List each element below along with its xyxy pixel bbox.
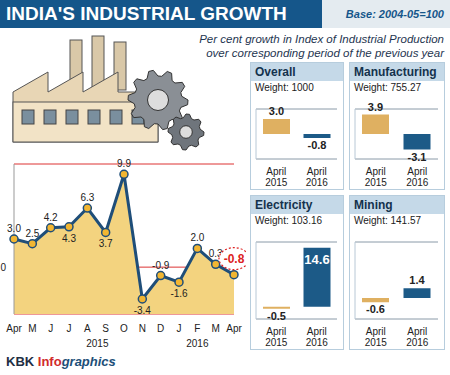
svg-text:O: O bbox=[120, 323, 128, 334]
svg-text:-0.5: -0.5 bbox=[267, 310, 286, 322]
svg-text:April2016: April2016 bbox=[406, 166, 429, 188]
html-text:Mining: Mining bbox=[354, 198, 393, 212]
svg-text:M: M bbox=[28, 323, 36, 334]
svg-text:3.9: 3.9 bbox=[368, 101, 383, 113]
svg-text:April2015: April2015 bbox=[265, 166, 288, 188]
svg-text:2.0: 2.0 bbox=[190, 232, 204, 243]
html-text:Electricity: Electricity bbox=[255, 198, 313, 212]
svg-text:4.2: 4.2 bbox=[44, 212, 58, 223]
html-text:Base: 2004-05=100: Base: 2004-05=100 bbox=[345, 8, 444, 20]
html-text:Weight: 1000: Weight: 1000 bbox=[255, 82, 314, 93]
svg-text:0.3: 0.3 bbox=[208, 248, 223, 260]
svg-text:J: J bbox=[177, 323, 182, 334]
svg-text:April2016: April2016 bbox=[406, 326, 429, 348]
html-text:Manufacturing: Manufacturing bbox=[354, 65, 437, 79]
svg-text:2015: 2015 bbox=[86, 338, 109, 348]
svg-text:3.0: 3.0 bbox=[269, 105, 284, 117]
svg-text:-3.4: -3.4 bbox=[134, 305, 152, 316]
svg-text:M: M bbox=[211, 323, 219, 334]
html-text:Weight: 141.57: Weight: 141.57 bbox=[354, 215, 422, 226]
html-text:Weight: 755.27: Weight: 755.27 bbox=[354, 82, 422, 93]
html-text:KBK Info graphics: KBK Info graphics bbox=[6, 354, 116, 369]
html-text:INDIA'S INDUSTRIAL GROWTH: INDIA'S INDUSTRIAL GROWTH bbox=[6, 3, 287, 24]
svg-text:J: J bbox=[48, 323, 53, 334]
html-text:Weight: 103.16: Weight: 103.16 bbox=[255, 215, 323, 226]
svg-text:-0.8: -0.8 bbox=[308, 139, 327, 151]
svg-text:0: 0 bbox=[0, 262, 6, 273]
svg-text:2016: 2016 bbox=[186, 338, 209, 348]
svg-text:N: N bbox=[139, 323, 146, 334]
svg-text:D: D bbox=[157, 323, 164, 334]
svg-text:J: J bbox=[67, 323, 72, 334]
svg-text:April2016: April2016 bbox=[306, 326, 329, 348]
svg-text:-0.8: -0.8 bbox=[224, 252, 245, 266]
svg-text:-1.6: -1.6 bbox=[170, 288, 188, 299]
svg-text:F: F bbox=[194, 323, 200, 334]
html-text:Overall: Overall bbox=[255, 65, 296, 79]
svg-text:S: S bbox=[102, 323, 109, 334]
svg-text:3.0: 3.0 bbox=[7, 223, 21, 234]
svg-text:-3.1: -3.1 bbox=[408, 151, 427, 163]
svg-text:2.5: 2.5 bbox=[25, 228, 39, 239]
svg-text:14.6: 14.6 bbox=[304, 252, 329, 267]
svg-text:4.3: 4.3 bbox=[62, 233, 76, 244]
svg-text:A: A bbox=[84, 323, 91, 334]
svg-text:Apr: Apr bbox=[6, 323, 22, 334]
html-text:Per cent growth in Index of In: Per cent growth in Index of Industrial P… bbox=[199, 33, 444, 59]
svg-text:April2015: April2015 bbox=[365, 166, 388, 188]
svg-text:April2016: April2016 bbox=[306, 166, 329, 188]
svg-text:6.3: 6.3 bbox=[80, 192, 94, 203]
svg-text:Apr: Apr bbox=[226, 323, 242, 334]
svg-text:3.7: 3.7 bbox=[99, 238, 113, 249]
svg-text:April2015: April2015 bbox=[365, 326, 388, 348]
svg-text:April2015: April2015 bbox=[265, 326, 288, 348]
svg-text:1.4: 1.4 bbox=[409, 274, 425, 286]
svg-text:-0.6: -0.6 bbox=[366, 303, 385, 315]
svg-text:9.9: 9.9 bbox=[117, 158, 131, 169]
svg-text:-0.9: -0.9 bbox=[152, 260, 170, 271]
